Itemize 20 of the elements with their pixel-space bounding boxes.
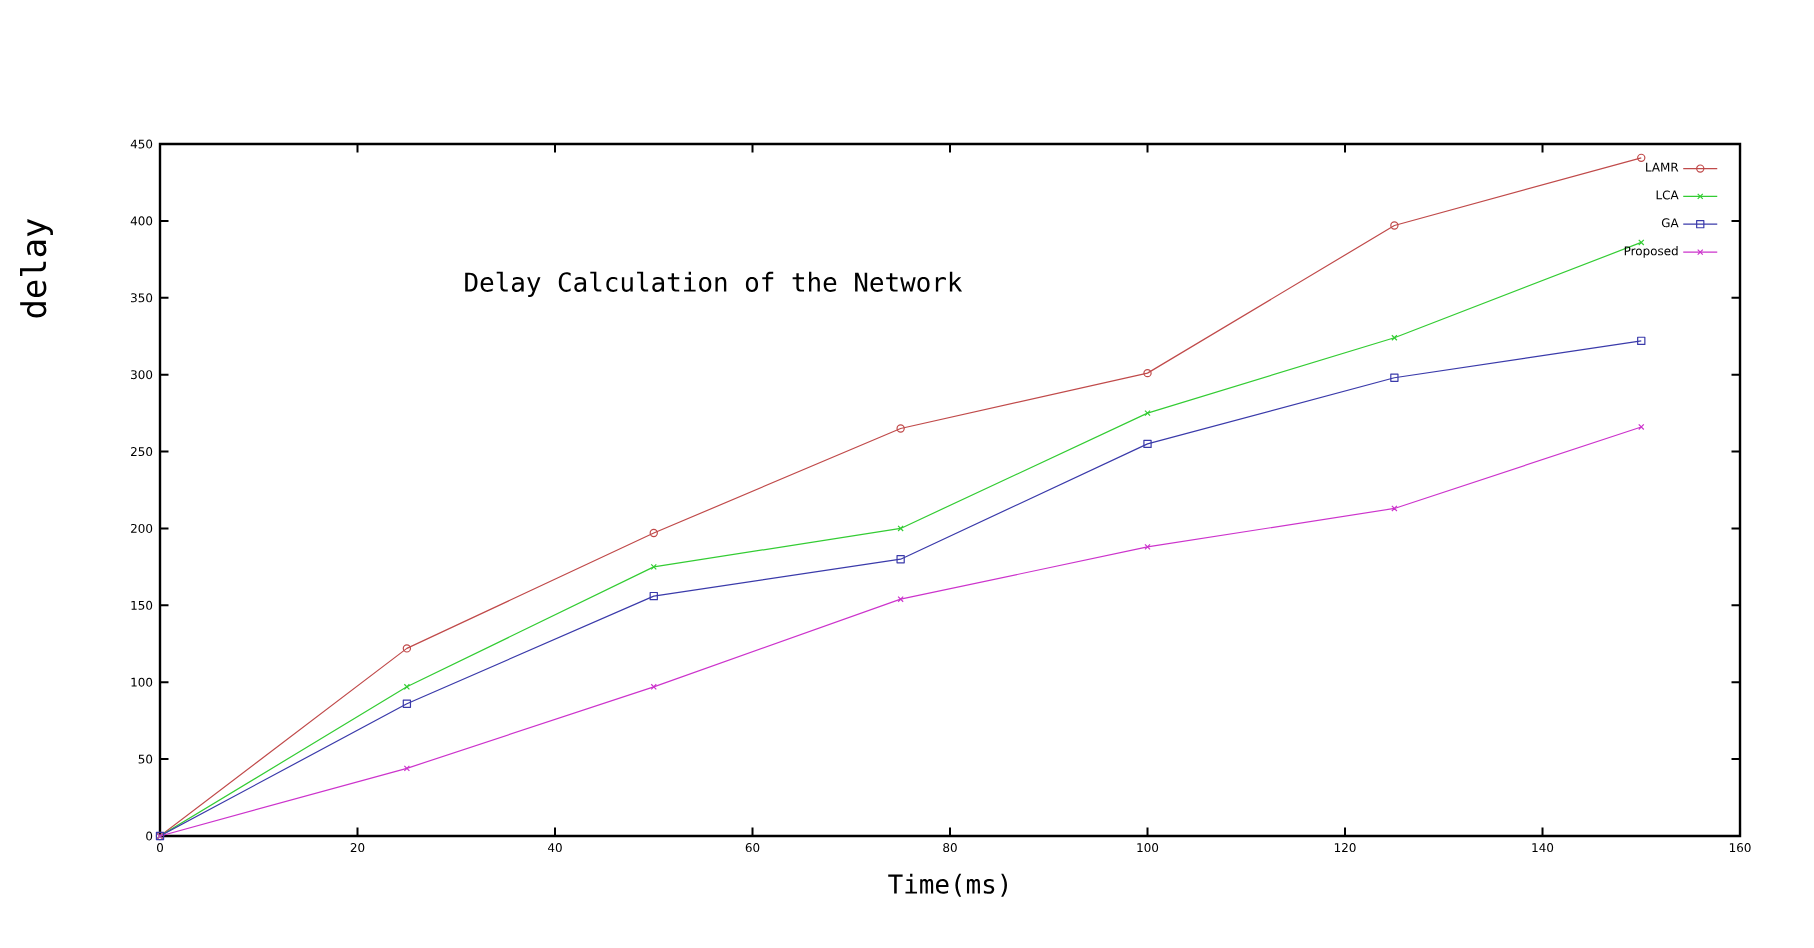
point	[649, 591, 658, 601]
point	[1391, 334, 1398, 341]
point	[1143, 439, 1152, 449]
point	[896, 555, 905, 564]
point	[896, 424, 905, 433]
y-axis-title: delay	[20, 218, 53, 318]
point	[1144, 409, 1151, 417]
text: Delay Calculation of the Network	[465, 271, 963, 297]
point	[897, 596, 904, 603]
point	[1391, 505, 1398, 512]
point	[650, 563, 657, 571]
point	[403, 765, 411, 772]
x-axis-title: Time(ms)	[888, 873, 1007, 897]
point	[1144, 543, 1151, 551]
point	[402, 644, 412, 653]
point	[1143, 368, 1152, 378]
point	[1390, 221, 1399, 230]
point	[402, 699, 412, 708]
point	[1390, 373, 1399, 382]
point	[649, 528, 658, 538]
